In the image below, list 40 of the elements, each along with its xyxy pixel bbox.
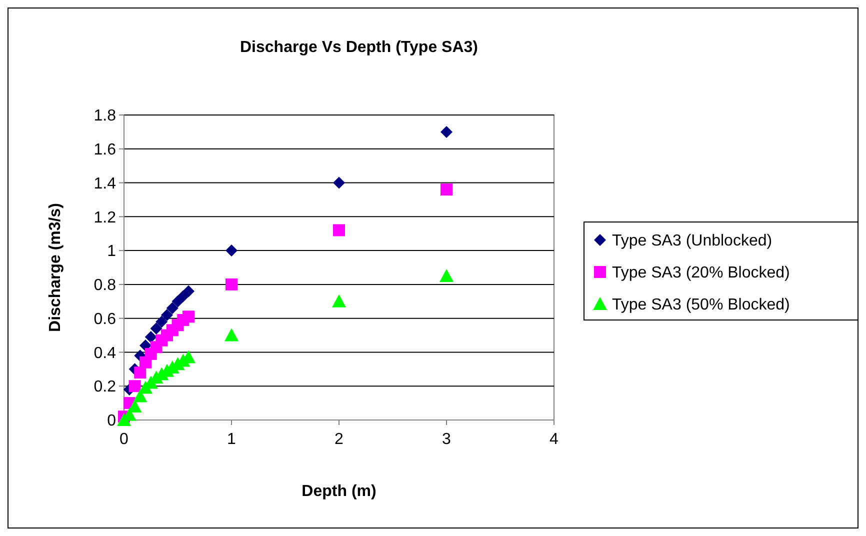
y-tick-label: 1.6 bbox=[94, 141, 116, 158]
point bbox=[182, 285, 194, 298]
y-tick-label: 1.8 bbox=[94, 108, 116, 125]
x-tick-label: 1 bbox=[227, 431, 236, 448]
y-tick-label: 1.2 bbox=[94, 209, 116, 226]
point bbox=[150, 322, 162, 334]
y-axis-title: Discharge (m3/s) bbox=[47, 203, 64, 332]
legend-label: Type SA3 (20% Blocked) bbox=[612, 264, 790, 282]
point bbox=[226, 278, 238, 290]
x-tick-label: 2 bbox=[334, 431, 344, 448]
y-tick-label: 1 bbox=[107, 243, 116, 260]
point bbox=[161, 308, 173, 321]
x-tick-label: 4 bbox=[550, 431, 559, 448]
legend-label: Type SA3 (50% Blocked) bbox=[612, 296, 790, 314]
point bbox=[144, 330, 157, 343]
x-tick-label: 3 bbox=[442, 431, 452, 448]
point bbox=[440, 184, 452, 196]
x-tick-label: 0 bbox=[120, 431, 129, 448]
point bbox=[156, 316, 168, 328]
point bbox=[134, 366, 146, 379]
y-tick-label: 1.4 bbox=[94, 175, 116, 192]
legend-label: Type SA3 (Unblocked) bbox=[612, 232, 772, 250]
point bbox=[332, 294, 346, 308]
x-axis-title: Depth (m) bbox=[302, 483, 376, 500]
point bbox=[166, 302, 178, 314]
y-tick-label: 0.8 bbox=[94, 277, 116, 294]
y-tick-label: 0.2 bbox=[94, 378, 116, 396]
point bbox=[440, 126, 452, 138]
y-tick-label: 0.4 bbox=[94, 344, 116, 362]
point bbox=[224, 328, 238, 342]
point bbox=[128, 380, 141, 392]
point bbox=[333, 176, 345, 189]
chart-title: Discharge Vs Depth (Type SA3) bbox=[240, 39, 478, 56]
point bbox=[440, 268, 454, 282]
point bbox=[182, 310, 194, 323]
point bbox=[333, 224, 345, 236]
point bbox=[133, 389, 148, 402]
y-tick-label: 0 bbox=[107, 412, 116, 430]
point bbox=[226, 244, 238, 257]
y-tick-label: 0.6 bbox=[94, 310, 116, 328]
